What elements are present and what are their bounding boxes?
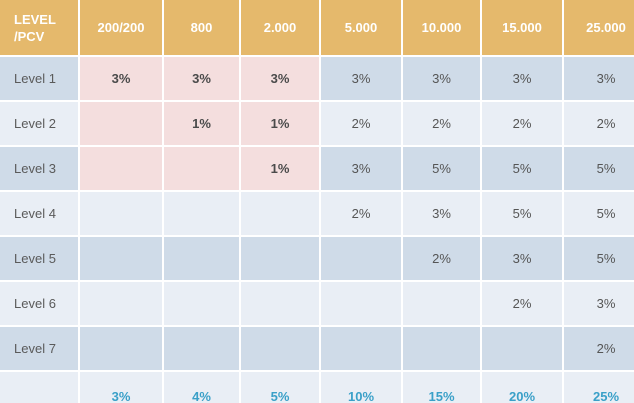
corner-header: LEVEL /PCV (0, 0, 78, 55)
table-cell: 2% (321, 192, 401, 235)
table-cell: 3% (482, 237, 562, 280)
table-cell (403, 327, 480, 370)
corner-header-line1: LEVEL (14, 11, 56, 27)
table-cell: 2% (403, 237, 480, 280)
total-cell: 5% (241, 372, 319, 403)
column-header: 2.000 (241, 0, 319, 55)
table-cell (164, 147, 239, 190)
total-cell: 4% (164, 372, 239, 403)
table-cell: 5% (564, 192, 634, 235)
table-cell (241, 237, 319, 280)
table-cell (80, 282, 162, 325)
row-label: Level 3 (0, 147, 78, 190)
table-cell: 1% (241, 147, 319, 190)
total-cell: 15% (403, 372, 480, 403)
table-cell: 2% (564, 102, 634, 145)
table-cell (321, 327, 401, 370)
table-cell (241, 192, 319, 235)
column-header: 200/200 (80, 0, 162, 55)
table-cell (164, 192, 239, 235)
table-cell (321, 282, 401, 325)
total-cell: 10% (321, 372, 401, 403)
total-cell: 3% (80, 372, 162, 403)
table-cell: 5% (482, 192, 562, 235)
table-cell (241, 327, 319, 370)
totals-label-cell (0, 372, 78, 403)
table-cell: 3% (403, 192, 480, 235)
row-label: Level 1 (0, 57, 78, 100)
table-cell: 3% (403, 57, 480, 100)
row-label: Level 2 (0, 102, 78, 145)
table-cell: 2% (403, 102, 480, 145)
table-cell (164, 282, 239, 325)
table-cell: 5% (482, 147, 562, 190)
table-cell: 2% (482, 282, 562, 325)
table-cell (403, 282, 480, 325)
table-cell (321, 237, 401, 280)
table-cell: 3% (321, 57, 401, 100)
table-cell: 3% (564, 57, 634, 100)
column-header: 15.000 (482, 0, 562, 55)
table-cell: 2% (321, 102, 401, 145)
table-cell: 5% (403, 147, 480, 190)
table-cell: 3% (164, 57, 239, 100)
table-cell (482, 327, 562, 370)
table-cell: 2% (482, 102, 562, 145)
table-cell: 3% (321, 147, 401, 190)
table-cell (80, 147, 162, 190)
total-cell: 20% (482, 372, 562, 403)
column-header: 5.000 (321, 0, 401, 55)
row-label: Level 6 (0, 282, 78, 325)
table-cell (241, 282, 319, 325)
table-cell (164, 327, 239, 370)
total-cell: 25% (564, 372, 634, 403)
table-cell (80, 192, 162, 235)
table-cell: 1% (241, 102, 319, 145)
table-cell: 3% (80, 57, 162, 100)
table-cell: 2% (564, 327, 634, 370)
table-cell: 3% (564, 282, 634, 325)
table-cell (80, 102, 162, 145)
table-cell: 1% (164, 102, 239, 145)
table-cell: 5% (564, 147, 634, 190)
column-header: 10.000 (403, 0, 480, 55)
row-label: Level 5 (0, 237, 78, 280)
table-cell (80, 327, 162, 370)
table-cell (80, 237, 162, 280)
table-cell: 3% (482, 57, 562, 100)
table-cell: 5% (564, 237, 634, 280)
row-label: Level 7 (0, 327, 78, 370)
table-cell: 3% (241, 57, 319, 100)
row-label: Level 4 (0, 192, 78, 235)
column-header: 800 (164, 0, 239, 55)
corner-header-line2: /PCV (14, 28, 45, 44)
column-header: 25.000 (564, 0, 634, 55)
table-cell (164, 237, 239, 280)
